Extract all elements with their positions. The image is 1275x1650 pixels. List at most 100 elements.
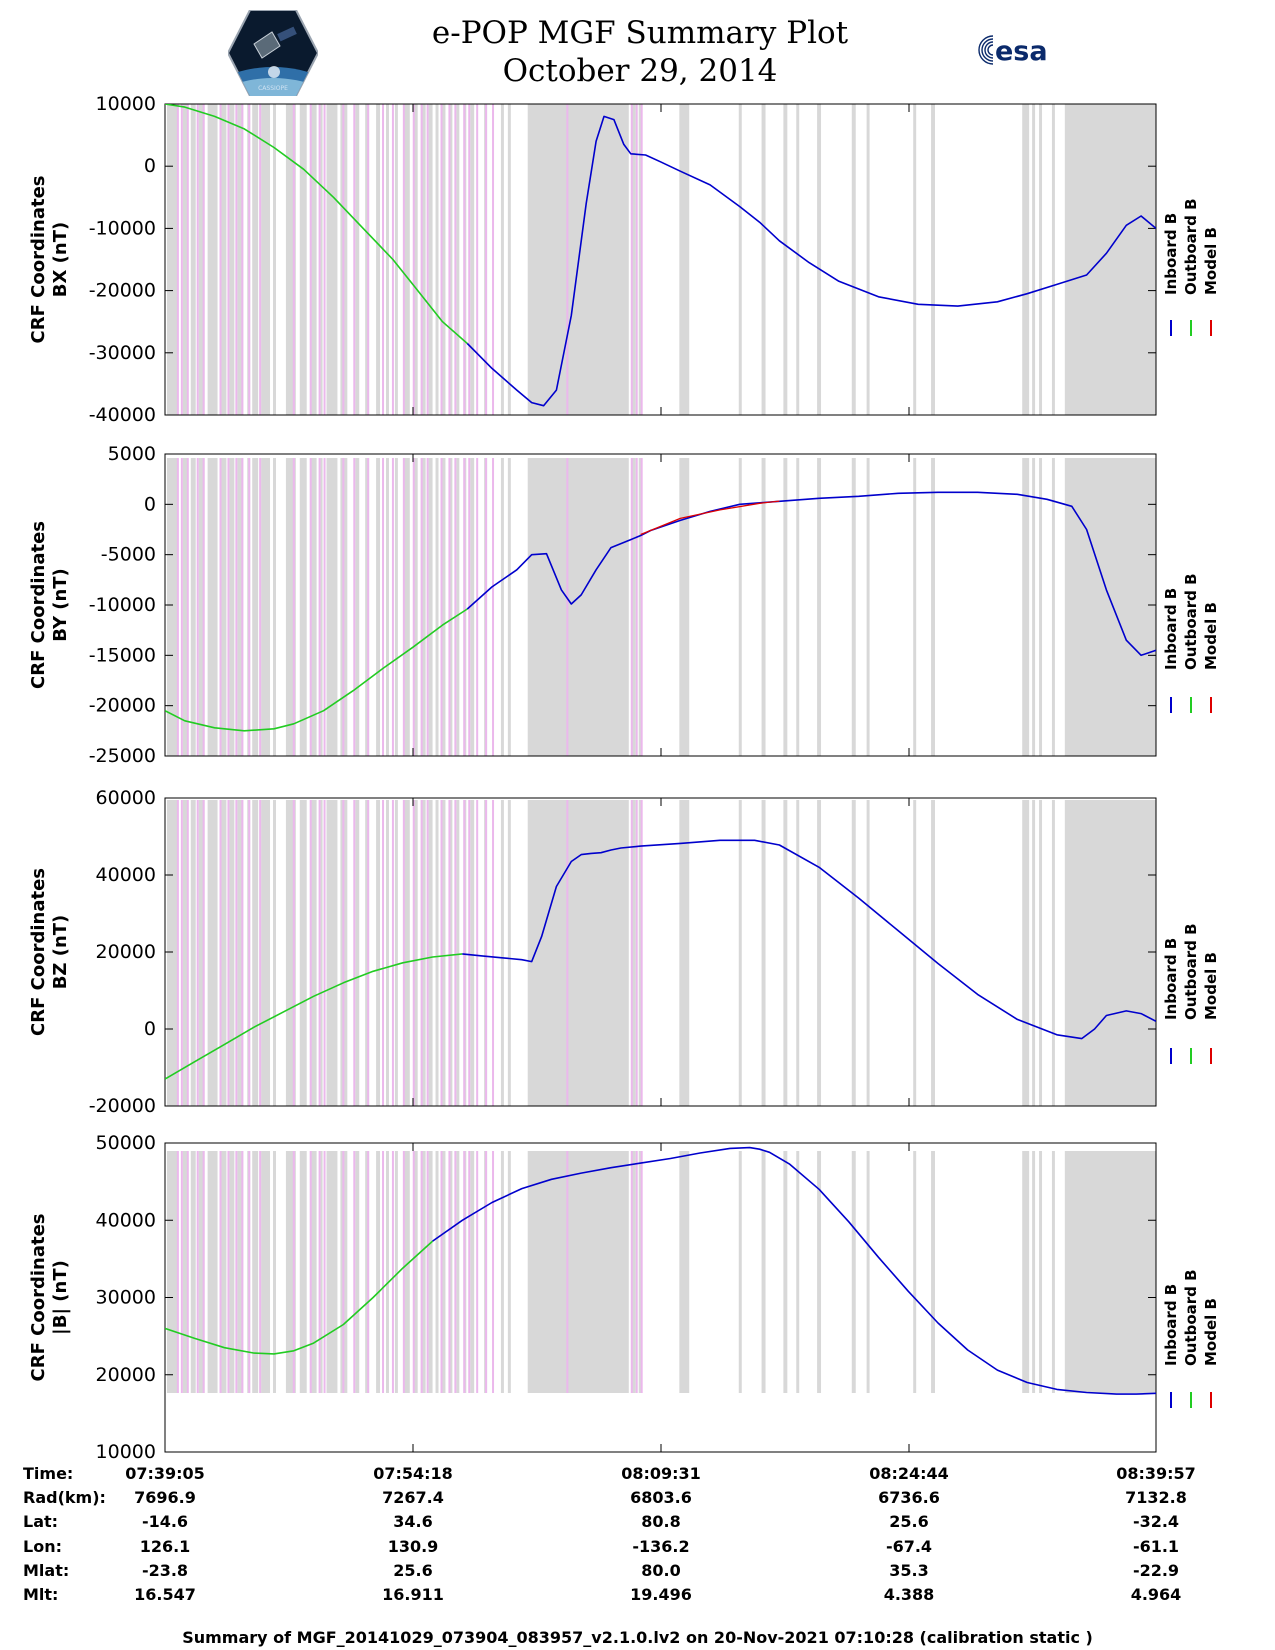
y-tick-label: -20000 [89, 1095, 156, 1117]
gap-shading-band [252, 104, 259, 415]
flag-shading-line [227, 104, 230, 415]
gap-shading-band [207, 1151, 218, 1393]
gap-shading-band [252, 1151, 259, 1393]
gap-shading-band [376, 1151, 381, 1393]
flag-shading-line [180, 800, 183, 1106]
gap-shading-band [1064, 1151, 1156, 1393]
flag-shading-line [309, 1151, 312, 1393]
gap-shading-band [403, 800, 410, 1106]
flag-shading-line [426, 800, 429, 1106]
gap-shading-band [931, 800, 936, 1106]
gap-shading-band [738, 458, 742, 756]
flag-shading-line [353, 104, 356, 415]
gap-shading-band [326, 104, 338, 415]
gap-shading-band [198, 458, 205, 756]
gap-shading-band [866, 1151, 870, 1393]
flag-shading-line [241, 800, 244, 1106]
flag-shading-line [180, 104, 183, 415]
flag-shading-line [402, 1151, 405, 1393]
footer-summary: Summary of MGF_20141029_073904_083957_v2… [182, 1628, 1093, 1647]
gap-shading-band [913, 1151, 917, 1393]
legend-label: Outboard B [1182, 198, 1200, 295]
flag-shading-line [227, 1151, 230, 1393]
flag-shading-line [454, 458, 457, 756]
ephemeris-value: 126.1 [140, 1537, 191, 1556]
y-tick-label: 0 [144, 155, 156, 177]
flag-shading-line [391, 1151, 394, 1393]
gap-shading-band [221, 1151, 227, 1393]
ephemeris-value: 80.0 [641, 1561, 680, 1580]
ephemeris-value: 07:54:18 [373, 1464, 453, 1483]
flag-shading-line [292, 104, 295, 415]
y-axis-label: CRF CoordinatesBZ (nT) [28, 868, 71, 1036]
gap-shading-band [326, 800, 338, 1106]
gap-shading-band [435, 458, 439, 756]
gap-shading-band [273, 1151, 276, 1393]
ephemeris-value: 4.964 [1131, 1585, 1182, 1604]
gap-shading-band [631, 1151, 636, 1393]
flag-shading-line [566, 800, 569, 1106]
gap-shading-band [1051, 800, 1055, 1106]
gap-shading-band [420, 1151, 426, 1393]
flag-shading-line [463, 104, 466, 415]
flag-shading-line [323, 104, 326, 415]
gap-shading-band [221, 104, 227, 415]
gap-shading-band [851, 104, 856, 415]
gap-shading-band [403, 104, 410, 415]
gap-shading-band [1032, 458, 1036, 756]
gap-shading-band [273, 104, 276, 415]
flag-shading-line [476, 104, 479, 415]
flag-shading-line [309, 458, 312, 756]
gap-shading-band [817, 800, 822, 1106]
flag-shading-line [391, 800, 394, 1106]
series-line-inboard-b [466, 115, 1156, 407]
flag-shading-line [382, 458, 385, 756]
flag-shading-line [318, 104, 321, 415]
gap-shading-band [638, 1151, 642, 1393]
gap-shading-band [783, 458, 788, 756]
gap-shading-band [285, 104, 296, 415]
series-line-outboard-b [165, 953, 463, 1080]
gap-shading-band [252, 800, 259, 1106]
flag-shading-line [635, 1151, 638, 1393]
flag-shading-line [202, 800, 205, 1106]
flag-shading-line [248, 1151, 251, 1393]
ephemeris-value: 08:39:57 [1116, 1464, 1196, 1483]
flag-shading-line [448, 800, 451, 1106]
gap-shading-band [866, 458, 870, 756]
flag-shading-line [640, 458, 643, 756]
flag-shading-line [468, 104, 471, 415]
gap-shading-band [931, 1151, 936, 1393]
flag-shading-line [248, 458, 251, 756]
panel-1: 10000 0 -10000 -20000 -30000 -40000 CRF Coordi… [28, 93, 1220, 426]
gap-shading-band [376, 458, 381, 756]
flag-shading-line [566, 104, 569, 415]
gap-shading-band [470, 800, 475, 1106]
gap-shading-band [507, 800, 511, 1106]
gap-shading-band [285, 458, 296, 756]
ephemeris-row-label: Time: [23, 1464, 73, 1483]
flag-shading-line [640, 1151, 643, 1393]
gap-shading-band [931, 458, 936, 756]
ephemeris-value: 6736.6 [878, 1488, 940, 1507]
gap-shading-band [237, 104, 244, 415]
ephemeris-value: -22.9 [1133, 1561, 1179, 1580]
gap-shading-band [320, 458, 323, 756]
ephemeris-value: -136.2 [632, 1537, 689, 1556]
flag-shading-line [235, 800, 238, 1106]
y-tick-label: -20000 [89, 695, 156, 717]
gap-shading-band [1064, 104, 1156, 415]
flag-shading-line [292, 458, 295, 756]
legend-label: Outboard B [1182, 573, 1200, 670]
flag-shading-line [318, 800, 321, 1106]
flag-shading-line [309, 104, 312, 415]
flag-shading-line [309, 800, 312, 1106]
gap-shading-band [738, 1151, 742, 1393]
gap-shading-band [470, 104, 475, 415]
flag-shading-line [448, 458, 451, 756]
gap-shading-band [310, 800, 317, 1106]
gap-shading-band [441, 104, 446, 415]
gap-shading-band [229, 104, 235, 415]
gap-shading-band [1022, 104, 1030, 415]
gap-shading-band [413, 1151, 418, 1393]
